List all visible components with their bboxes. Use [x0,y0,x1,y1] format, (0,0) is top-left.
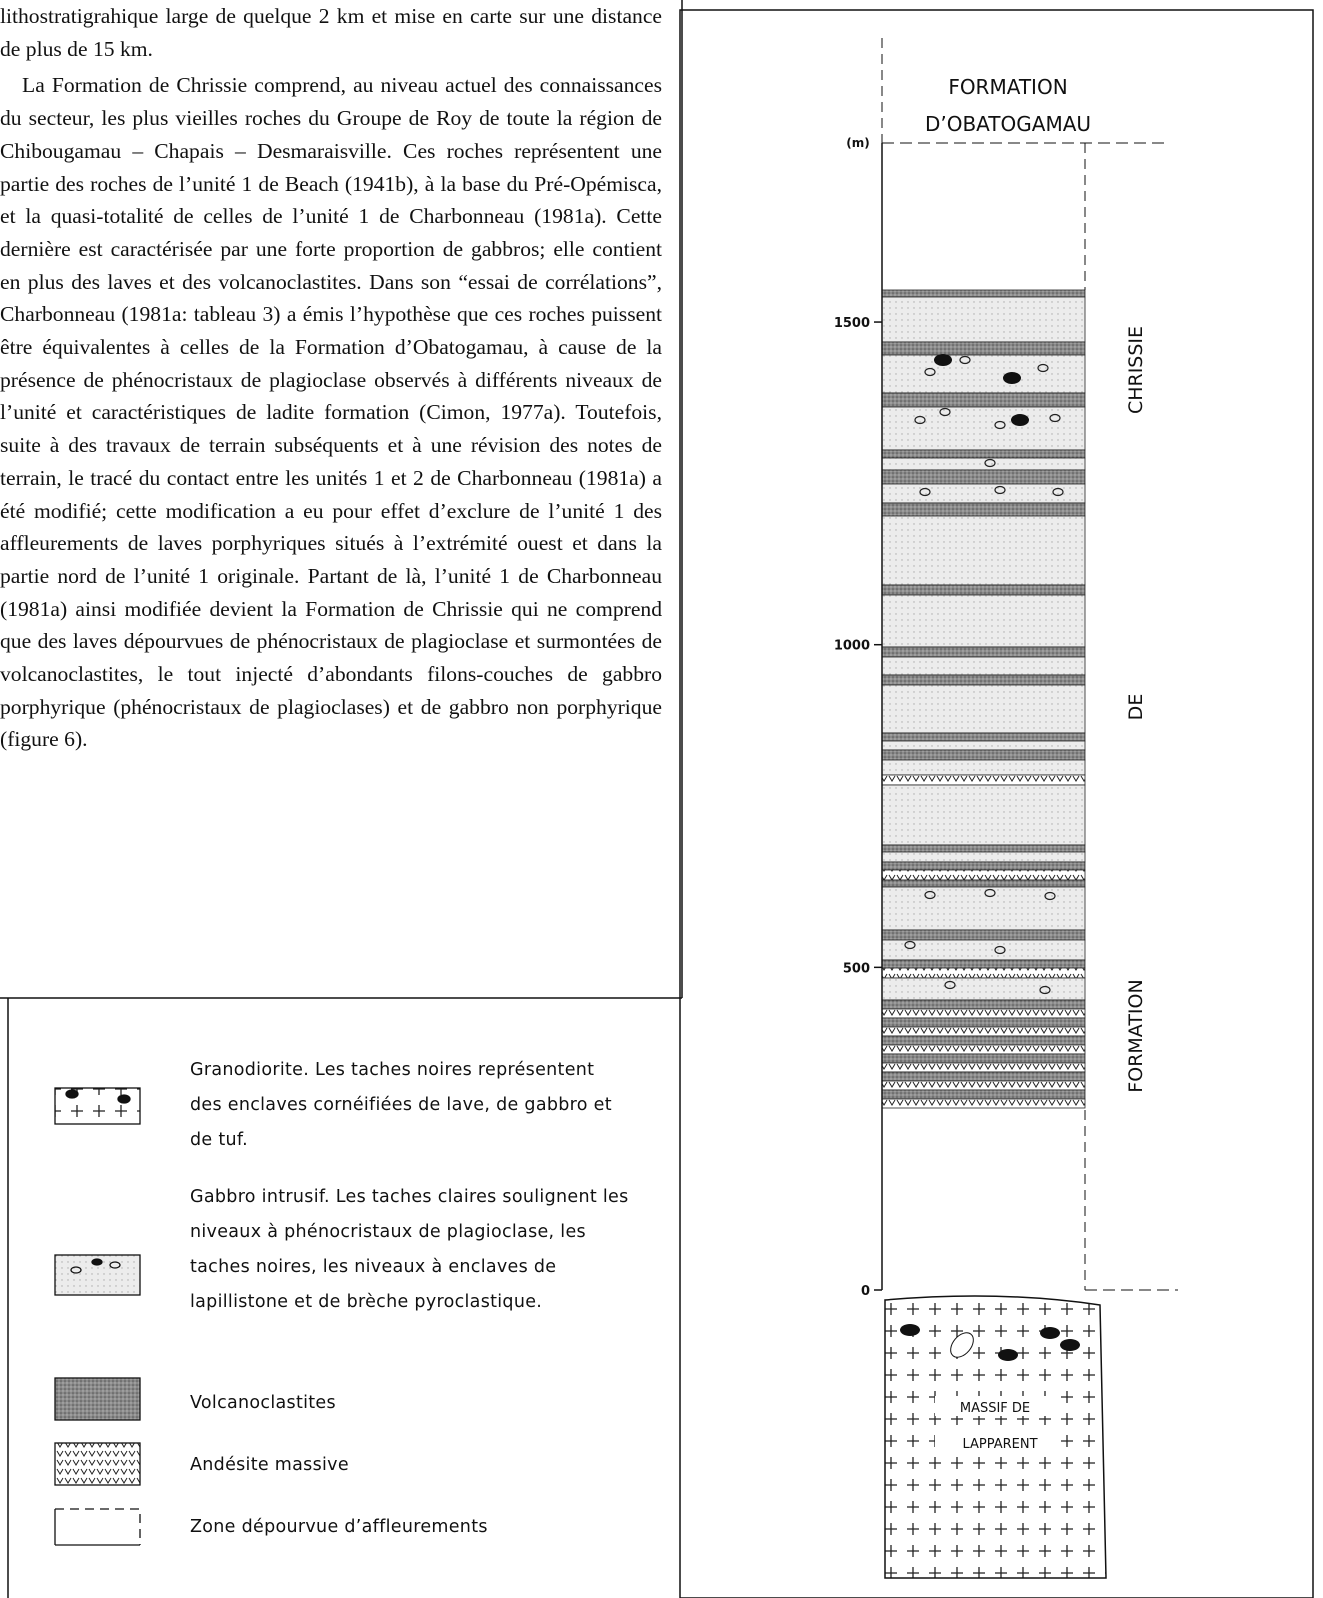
legend-text: Volcanoclastites [190,1386,630,1421]
layer [882,1072,1085,1081]
layer [882,685,1085,733]
layer [882,870,1085,880]
layer [882,355,1085,393]
enclave [934,354,952,366]
legend-text: Granodiorite. Les taches noires représen… [190,1053,630,1158]
paragraph: lithostratigrahique large de quelque 2 k… [0,0,662,65]
enclave [1060,1339,1080,1351]
layer [882,1063,1085,1072]
layer [882,1000,1085,1009]
layer [882,407,1085,450]
layer [882,852,1085,862]
layer [882,342,1085,355]
tick-label: 1500 [834,316,870,331]
intrusion-label: MASSIF DE [960,1401,1030,1416]
layer [882,930,1085,940]
enclave [1011,414,1029,426]
side-label: CHRISSIE [1125,326,1147,414]
legend-icons [55,1088,140,1545]
layer [882,733,1085,741]
layer [882,862,1085,870]
layer [882,595,1085,647]
top-label: FORMATION [948,75,1067,99]
layer [882,785,1085,845]
tick-label: 1000 [834,639,870,654]
intrusion-label: LAPPARENT [962,1437,1037,1452]
page: 050010001500 FORMATION D’OBATOGAMAU (m) … [0,0,1323,1598]
layer [882,887,1085,930]
layer [882,1090,1085,1099]
layer [882,760,1085,775]
layer [882,470,1085,484]
layer [882,503,1085,516]
legend-text: Zone dépourvue d’affleurements [190,1510,630,1545]
layer [882,1054,1085,1063]
layer [882,968,1085,978]
legend-text: Andésite massive [190,1448,630,1483]
layer [882,1009,1085,1018]
layer [882,960,1085,968]
legend-text: Gabbro intrusif. Les taches claires soul… [190,1180,630,1320]
layer [882,290,1085,297]
layer [882,1027,1085,1036]
layer [882,393,1085,407]
layer [882,657,1085,675]
paragraph: La Formation de Chrissie comprend, au ni… [0,69,662,756]
enclave [1003,372,1021,384]
layer [882,297,1085,342]
layer [882,775,1085,785]
layer [882,978,1085,1000]
axis-unit: (m) [846,136,869,150]
layer [882,1045,1085,1054]
layer [882,585,1085,595]
layer [882,675,1085,685]
enclave [900,1324,920,1336]
layer [882,1099,1085,1108]
layer [882,741,1085,750]
tick-label: 0 [861,1284,870,1299]
layer [882,484,1085,503]
side-label: DE [1125,694,1147,721]
stratigraphic-column: 0 500 1000 1500 [834,38,1178,1578]
layer [882,750,1085,760]
layer [882,458,1085,470]
layer [882,1036,1085,1045]
tick-label: 500 [843,961,870,976]
layer [882,1081,1085,1090]
layer [882,647,1085,657]
side-label: FORMATION [1125,979,1147,1092]
layer [882,940,1085,960]
layer [882,845,1085,852]
layer [882,516,1085,585]
enclave [1040,1327,1060,1339]
layer [882,450,1085,458]
body-text: lithostratigrahique large de quelque 2 k… [0,0,662,756]
enclave [998,1349,1018,1361]
top-label: D’OBATOGAMAU [925,112,1091,136]
layer [882,880,1085,887]
layer [882,1018,1085,1027]
